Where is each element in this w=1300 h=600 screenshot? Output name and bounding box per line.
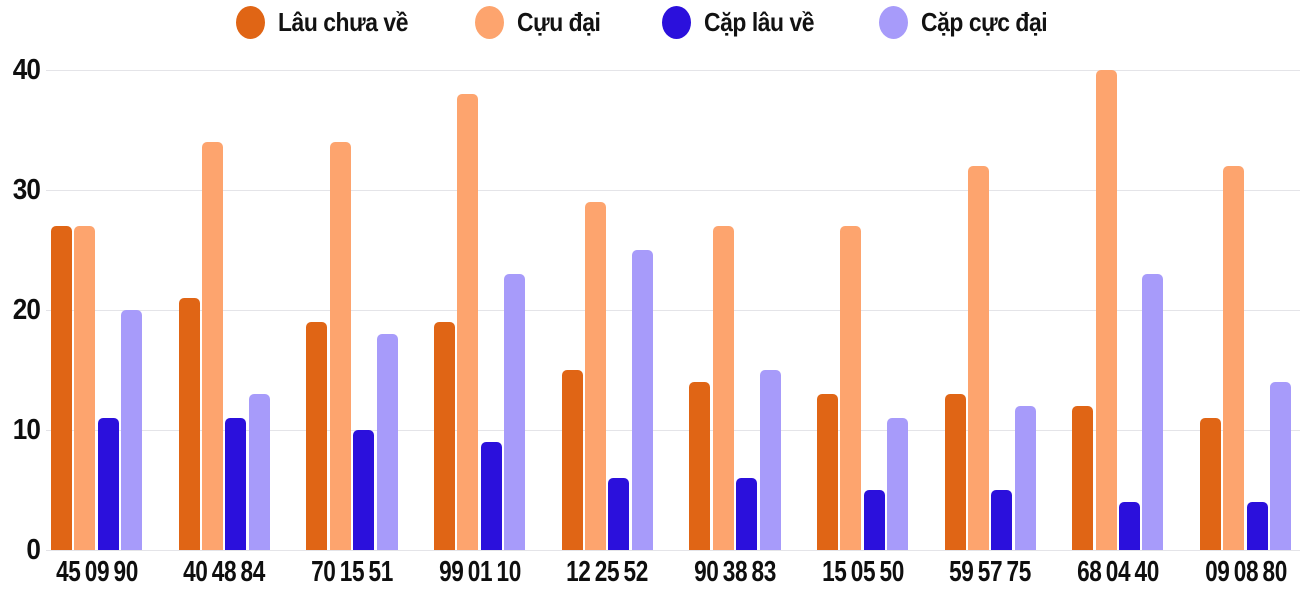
y-axis-tick-label: 40 [12,54,41,86]
bar-s3-c2 [376,334,398,550]
bar-s1-c4 [585,202,607,550]
bar-s2-c0 [97,418,119,550]
x-axis-category-label: 70 15 51 [310,556,393,588]
gridline-0 [46,550,1300,551]
x-axis-category-label: 59 57 75 [949,556,1032,588]
x-axis-category-label: 12 25 52 [566,556,649,588]
bar-s2-c1 [225,418,247,550]
legend-item-0[interactable]: Lâu chưa về [235,5,426,39]
bar-s1-c5 [712,226,734,550]
x-axis-category-label: 68 04 40 [1076,556,1159,588]
gridline-20 [46,310,1300,311]
x-axis-category-label: 15 05 50 [821,556,904,588]
legend-marker-icon [235,5,265,39]
legend-marker-icon [879,5,909,39]
bar-s1-c8 [1095,70,1117,550]
y-axis-tick-label: 20 [12,294,41,326]
x-axis-category-label: 40 48 84 [183,556,266,588]
legend-item-1[interactable]: Cựu đại [475,5,612,39]
y-axis-tick-label: 30 [12,174,41,206]
bar-s3-c7 [1014,406,1036,550]
gridline-40 [46,70,1300,71]
bar-s2-c3 [480,442,502,550]
x-axis-category-label: 45 09 90 [55,556,138,588]
bar-s1-c3 [457,94,479,550]
bar-s0-c9 [1199,418,1221,550]
bar-s0-c2 [306,322,328,550]
x-axis-category-label: 09 08 80 [1204,556,1287,588]
bar-s1-c6 [840,226,862,550]
bar-s3-c9 [1270,382,1292,550]
bar-s0-c6 [816,394,838,550]
chart-legend: Lâu chưa về Cựu đại Cặp lâu về Cặp cực đại [0,0,1300,44]
legend-label: Lâu chưa về [277,6,408,37]
y-axis-tick-label: 10 [12,414,41,446]
bar-s2-c2 [353,430,375,550]
y-axis-tick-label: 0 [26,534,41,566]
bar-s1-c7 [968,166,990,550]
bar-s3-c5 [759,370,781,550]
bar-s0-c1 [178,298,200,550]
bar-s0-c8 [1072,406,1094,550]
legend-item-3[interactable]: Cặp cực đại [879,5,1064,39]
bar-s3-c1 [248,394,270,550]
bar-s3-c8 [1142,274,1164,550]
bar-s0-c7 [944,394,966,550]
bar-s0-c5 [689,382,711,550]
bar-s3-c6 [887,418,909,550]
bar-s3-c0 [121,310,143,550]
legend-label: Cựu đại [517,6,601,37]
bar-s1-c0 [74,226,96,550]
bar-s2-c5 [736,478,758,550]
legend-label: Cặp cực đại [921,6,1048,37]
bar-s1-c1 [202,142,224,550]
legend-marker-icon [475,5,505,39]
legend-label: Cặp lâu về [704,6,815,37]
x-axis-category-label: 90 38 83 [693,556,776,588]
bar-s3-c3 [504,274,526,550]
x-axis-category-label: 99 01 10 [438,556,521,588]
bar-s0-c4 [561,370,583,550]
legend-item-2[interactable]: Cặp lâu về [662,5,829,39]
bar-s2-c4 [608,478,630,550]
bar-s0-c0 [51,226,72,550]
bar-s1-c2 [329,142,351,550]
bar-s3-c4 [631,250,653,550]
bar-s1-c9 [1223,166,1245,550]
bar-s2-c9 [1246,502,1268,550]
gridline-10 [46,430,1300,431]
legend-marker-icon [662,5,692,39]
gridline-30 [46,190,1300,191]
bar-s2-c6 [863,490,885,550]
bar-s2-c8 [1119,502,1141,550]
bar-s2-c7 [991,490,1013,550]
bar-s0-c3 [433,322,455,550]
